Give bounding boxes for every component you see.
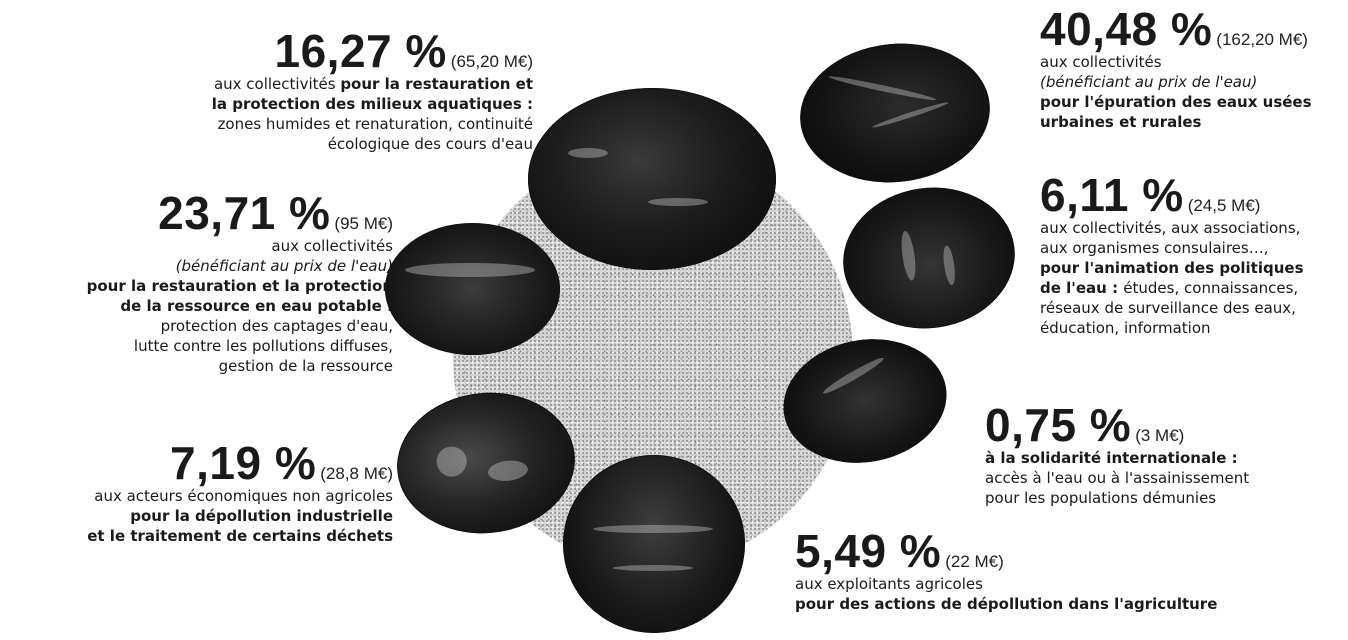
segment-headline: 0,75 % (3 M€)	[985, 402, 1249, 448]
segment-description-line: pour des actions de dépollution dans l'a…	[795, 595, 1218, 613]
segment-headline: 40,48 % (162,20 M€)	[1040, 6, 1312, 52]
segment-headline: 16,27 % (65,20 M€)	[212, 25, 534, 77]
segment-industrial-depollution: 7,19 % (28,8 M€) aux acteurs économiques n…	[87, 440, 393, 546]
segment-description-line: la protection des milieux aquatiques :	[211, 95, 533, 113]
segment-percent: 6,11 %	[1040, 169, 1184, 221]
segment-description-line: urbaines et rurales	[1040, 113, 1202, 131]
photo-wastewater-treatment	[793, 34, 997, 192]
segment-description-line: gestion de la ressource	[218, 357, 393, 375]
segment-description-line: aux exploitants agricoles	[795, 575, 983, 593]
segment-description-line: pour la dépollution industrielle	[130, 507, 393, 525]
segment-percent: 40,48 %	[1040, 3, 1213, 55]
segment-headline: 5,49 % (22 M€)	[795, 528, 1217, 574]
segment-amount: (65,20 M€)	[450, 52, 533, 71]
segment-description-line: pour l'épuration des eaux usées	[1040, 93, 1312, 111]
segment-headline: 6,11 % (24,5 M€)	[1040, 172, 1304, 218]
segment-amount: (22 M€)	[945, 552, 1004, 571]
segment-description-line: aux organismes consulaires…,	[1040, 239, 1269, 257]
segment-description-line: accès à l'eau ou à l'assainissement	[985, 469, 1250, 487]
segment-percent: 16,27 %	[274, 25, 447, 77]
segment-restoration-aquatic: 16,27 % (65,20 M€) aux collectivités pour …	[212, 28, 533, 154]
segment-description-line: (bénéficiant au prix de l'eau)	[1040, 73, 1258, 91]
photo-drinking-water-resource	[385, 223, 560, 355]
segment-description-line: aux collectivités pour la restauration e…	[213, 75, 533, 93]
segment-description-line: pour la restauration et la protection	[86, 277, 393, 295]
segment-international-solidarity: 0,75 % (3 M€) à la solidarité internationa…	[985, 402, 1249, 508]
segment-amount: (162,20 M€)	[1216, 30, 1308, 49]
photo-agriculture-depollution	[563, 455, 745, 633]
photo-aquatic-environment	[528, 88, 776, 270]
segment-description-line: protection des captages d'eau,	[160, 317, 393, 335]
segment-description-line: aux collectivités	[1040, 53, 1162, 71]
segment-amount: (95 M€)	[334, 214, 393, 233]
segment-wastewater-treatment: 40,48 % (162,20 M€) aux collectivités (béné…	[1040, 6, 1312, 132]
segment-description-line: pour les populations démunies	[985, 489, 1217, 507]
segment-description-line: et le traitement de certains déchets	[87, 527, 393, 545]
segment-description-line: aux collectivités, aux associations,	[1040, 219, 1301, 237]
segment-headline: 23,71 % (95 M€)	[87, 190, 393, 236]
segment-amount: (28,8 M€)	[320, 464, 393, 483]
segment-description-line: aux collectivités	[271, 237, 393, 255]
segment-percent: 7,19 %	[170, 437, 317, 489]
segment-description-line: écologique des cours d'eau	[327, 135, 533, 153]
segment-amount: (24,5 M€)	[1187, 196, 1261, 215]
segment-description-line: à la solidarité internationale :	[985, 449, 1238, 467]
segment-water-policy-animation: 6,11 % (24,5 M€) aux collectivités, aux as…	[1040, 172, 1304, 338]
segment-percent: 0,75 %	[985, 399, 1132, 451]
segment-headline: 7,19 % (28,8 M€)	[87, 440, 393, 486]
segment-agriculture-depollution: 5,49 % (22 M€) aux exploitants agricoles po…	[795, 528, 1217, 614]
segment-drinking-water-resource: 23,71 % (95 M€) aux collectivités (bénéfici…	[87, 190, 393, 376]
segment-description-line: de la ressource en eau potable :	[120, 297, 393, 315]
segment-description-line: aux acteurs économiques non agricoles	[94, 487, 393, 505]
segment-percent: 5,49 %	[795, 525, 942, 577]
segment-description-line: éducation, information	[1040, 319, 1211, 337]
segment-description-line: pour l'animation des politiques	[1040, 259, 1304, 277]
segment-description-line: (bénéficiant au prix de l'eau)	[175, 257, 393, 275]
segment-description-line: lutte contre les pollutions diffuses,	[133, 337, 393, 355]
segment-description-line: réseaux de surveillance des eaux,	[1040, 299, 1296, 317]
photo-water-policy-animation	[834, 176, 1024, 340]
segment-description-line: de l'eau : études, connaissances,	[1040, 279, 1299, 297]
segment-percent: 23,71 %	[158, 187, 331, 239]
segment-description-line: zones humides et renaturation, continuit…	[217, 115, 533, 133]
segment-amount: (3 M€)	[1135, 426, 1185, 445]
